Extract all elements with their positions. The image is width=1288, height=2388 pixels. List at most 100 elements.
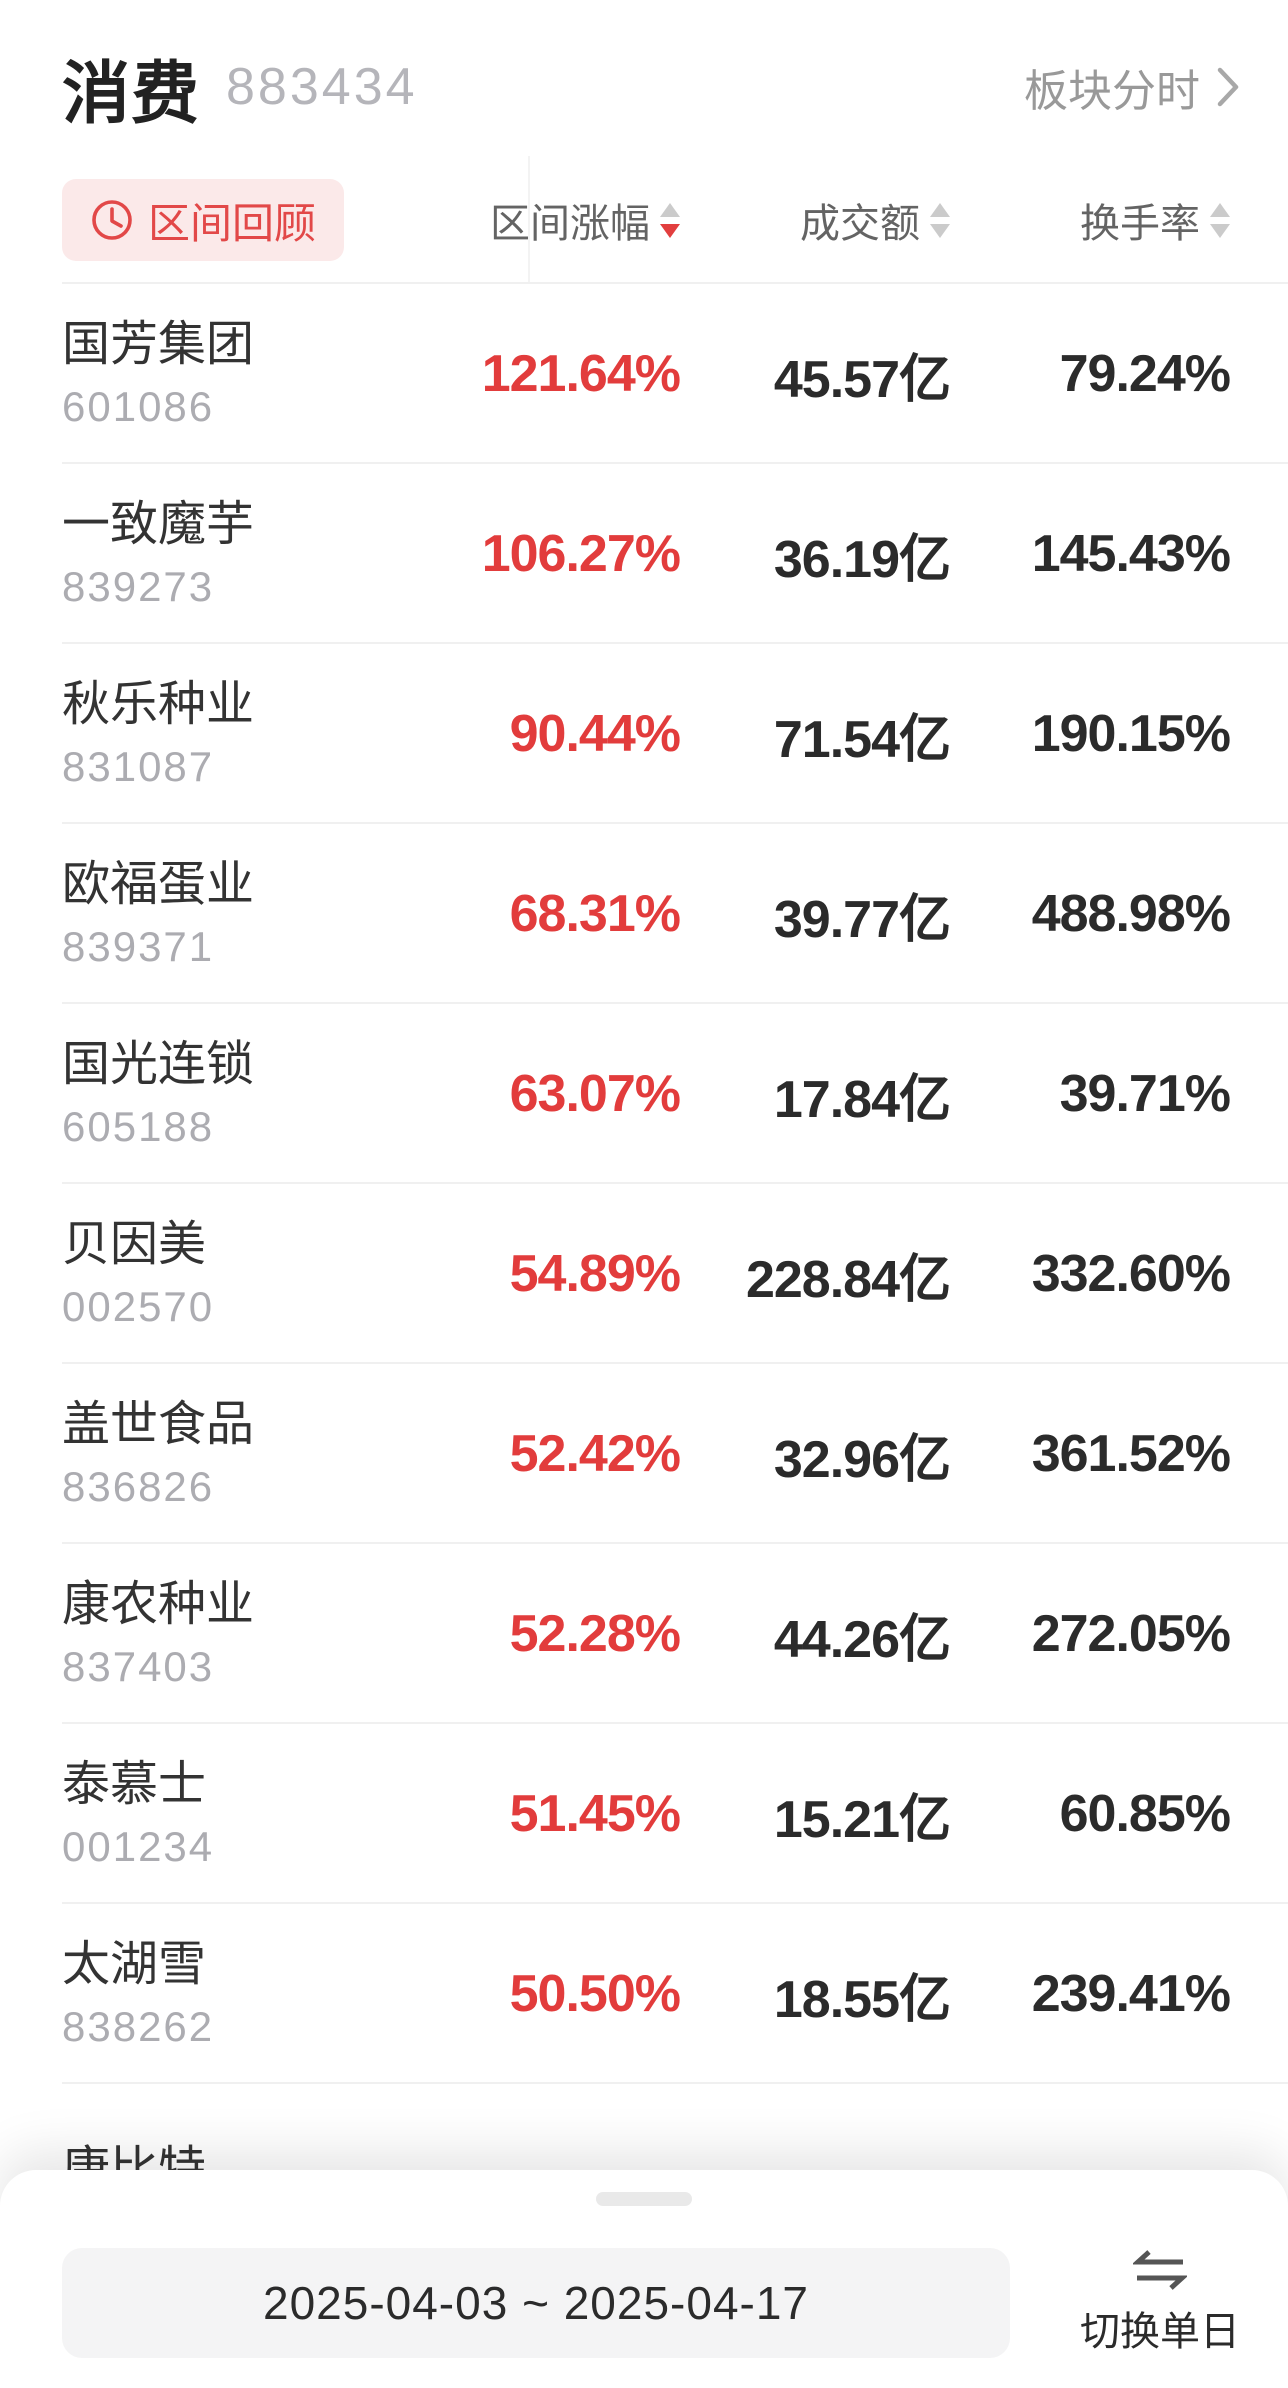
- turnover-value: 361.52%: [1031, 1425, 1231, 1483]
- turnover-value: 332.60%: [1031, 1245, 1231, 1303]
- table-row[interactable]: 太湖雪 838262 50.50% 18.55亿 239.41%: [0, 1904, 1288, 2084]
- range-change-value: 121.64%: [481, 345, 681, 403]
- table-row[interactable]: 欧福蛋业 839371 68.31% 39.77亿 488.98%: [0, 824, 1288, 1004]
- range-change-value: 106.27%: [481, 525, 681, 583]
- stock-name: 太湖雪: [62, 1938, 207, 1991]
- column-header-turnover[interactable]: 换手率: [950, 191, 1230, 249]
- date-range-value: 2025-04-03 ~ 2025-04-17: [262, 2277, 810, 2329]
- date-range-button[interactable]: 2025-04-03 ~ 2025-04-17: [62, 2248, 1010, 2358]
- range-change-value: 50.50%: [509, 1965, 681, 2023]
- range-change-value: 52.28%: [509, 1605, 681, 1663]
- range-change-value: 63.07%: [509, 1065, 681, 1123]
- switch-single-day-label: 切换单日: [1080, 2310, 1240, 2354]
- stock-code: 836826: [62, 1463, 215, 1510]
- turnover-value: 488.98%: [1031, 885, 1231, 943]
- stock-code: 837403: [62, 1643, 215, 1690]
- amount-value: 18.55亿: [773, 1970, 951, 2029]
- clock-icon: [90, 198, 134, 242]
- stock-name-cell: 秋乐种业 831087: [62, 676, 430, 792]
- stock-code: 002570: [62, 1283, 215, 1330]
- bottom-sheet: 2025-04-03 ~ 2025-04-17 切换单日: [0, 2170, 1288, 2388]
- stock-code: 831087: [62, 743, 215, 790]
- sector-code: 883434: [226, 58, 418, 116]
- table-row[interactable]: 贝因美 002570 54.89% 228.84亿 332.60%: [0, 1184, 1288, 1364]
- amount-value: 44.26亿: [773, 1610, 951, 1669]
- turnover-value: 190.15%: [1031, 705, 1231, 763]
- amount-value: 228.84亿: [745, 1250, 951, 1309]
- switch-single-day-button[interactable]: 切换单日: [1080, 2249, 1240, 2357]
- stock-name-cell: 贝因美 002570: [62, 1216, 430, 1332]
- amount-value: 36.19亿: [773, 530, 951, 589]
- stock-name: 秋乐种业: [62, 678, 255, 731]
- sector-intraday-link[interactable]: 板块分时: [1024, 55, 1240, 119]
- sort-arrows-icon: [930, 202, 950, 238]
- stock-code: 839371: [62, 923, 215, 970]
- stock-name-cell: 泰慕士 001234: [62, 1756, 430, 1872]
- drag-handle[interactable]: [596, 2192, 692, 2206]
- stock-code: 001234: [62, 1823, 215, 1870]
- amount-value: 17.84亿: [773, 1070, 951, 1129]
- range-change-value: 52.42%: [509, 1425, 681, 1483]
- stock-name: 国光连锁: [62, 1038, 255, 1091]
- column-header-range-change[interactable]: 区间涨幅: [430, 191, 680, 249]
- stock-name: 欧福蛋业: [62, 858, 255, 911]
- sort-arrows-icon: [660, 202, 680, 238]
- range-review-label: 区间回顾: [148, 199, 317, 247]
- stock-name: 贝因美: [62, 1218, 207, 1271]
- stock-name: 盖世食品: [62, 1398, 255, 1451]
- turnover-value: 145.43%: [1031, 525, 1231, 583]
- toolbar-divider: [62, 282, 1288, 284]
- amount-value: 15.21亿: [773, 1790, 951, 1849]
- table-row[interactable]: 国光连锁 605188 63.07% 17.84亿 39.71%: [0, 1004, 1288, 1184]
- turnover-value: 272.05%: [1031, 1605, 1231, 1663]
- column-header-turnover-label: 换手率: [1080, 202, 1200, 246]
- table-row[interactable]: 秋乐种业 831087 90.44% 71.54亿 190.15%: [0, 644, 1288, 824]
- amount-value: 32.96亿: [773, 1430, 951, 1489]
- stock-code: 601086: [62, 383, 215, 430]
- turnover-value: 239.41%: [1031, 1965, 1231, 2023]
- stock-name: 国芳集团: [62, 318, 255, 371]
- column-header-amount[interactable]: 成交额: [680, 191, 950, 249]
- vertical-divider: [528, 156, 530, 284]
- table-row[interactable]: 国芳集团 601086 121.64% 45.57亿 79.24%: [0, 284, 1288, 464]
- swap-arrows-icon: [1133, 2249, 1187, 2291]
- stock-name-cell: 一致魔芋 839273: [62, 496, 430, 612]
- table-row[interactable]: 盖世食品 836826 52.42% 32.96亿 361.52%: [0, 1364, 1288, 1544]
- table-row[interactable]: 康农种业 837403 52.28% 44.26亿 272.05%: [0, 1544, 1288, 1724]
- turnover-value: 79.24%: [1059, 345, 1231, 403]
- turnover-value: 60.85%: [1059, 1785, 1231, 1843]
- amount-value: 45.57亿: [773, 350, 951, 409]
- turnover-value: 39.71%: [1059, 1065, 1231, 1123]
- stock-name-cell: 国光连锁 605188: [62, 1036, 430, 1152]
- sector-intraday-label: 板块分时: [1024, 67, 1200, 116]
- stock-name-cell: 国芳集团 601086: [62, 316, 430, 432]
- stock-name-cell: 太湖雪 838262: [62, 1936, 430, 2052]
- sort-arrows-icon: [1210, 202, 1230, 238]
- amount-value: 71.54亿: [773, 710, 951, 769]
- sheet-controls: 2025-04-03 ~ 2025-04-17 切换单日: [62, 2248, 1240, 2358]
- stock-name-cell: 康农种业 837403: [62, 1576, 430, 1692]
- range-change-value: 51.45%: [509, 1785, 681, 1843]
- stock-code: 839273: [62, 563, 215, 610]
- table-row[interactable]: 一致魔芋 839273 106.27% 36.19亿 145.43%: [0, 464, 1288, 644]
- list-toolbar: 区间回顾 区间涨幅 成交额 换手率: [0, 156, 1288, 284]
- chevron-right-icon: [1216, 66, 1240, 108]
- sector-title: 消费: [62, 55, 201, 132]
- range-change-value: 54.89%: [509, 1245, 681, 1303]
- range-change-value: 68.31%: [509, 885, 681, 943]
- table-row[interactable]: 泰慕士 001234 51.45% 15.21亿 60.85%: [0, 1724, 1288, 1904]
- amount-value: 39.77亿: [773, 890, 951, 949]
- range-change-value: 90.44%: [509, 705, 681, 763]
- stock-name-cell: 欧福蛋业 839371: [62, 856, 430, 972]
- stock-code: 605188: [62, 1103, 215, 1150]
- stock-name: 泰慕士: [62, 1758, 207, 1811]
- column-header-range-change-label: 区间涨幅: [490, 202, 650, 246]
- column-header-amount-label: 成交额: [800, 202, 920, 246]
- range-review-button[interactable]: 区间回顾: [62, 179, 345, 261]
- stock-code: 838262: [62, 2003, 215, 2050]
- stock-name: 一致魔芋: [62, 498, 255, 551]
- page-header: 消费 883434 板块分时: [0, 0, 1288, 132]
- stock-name: 康农种业: [62, 1578, 255, 1631]
- stock-list: 国芳集团 601086 121.64% 45.57亿 79.24% 一致魔芋 8…: [0, 284, 1288, 2264]
- stock-name-cell: 盖世食品 836826: [62, 1396, 430, 1512]
